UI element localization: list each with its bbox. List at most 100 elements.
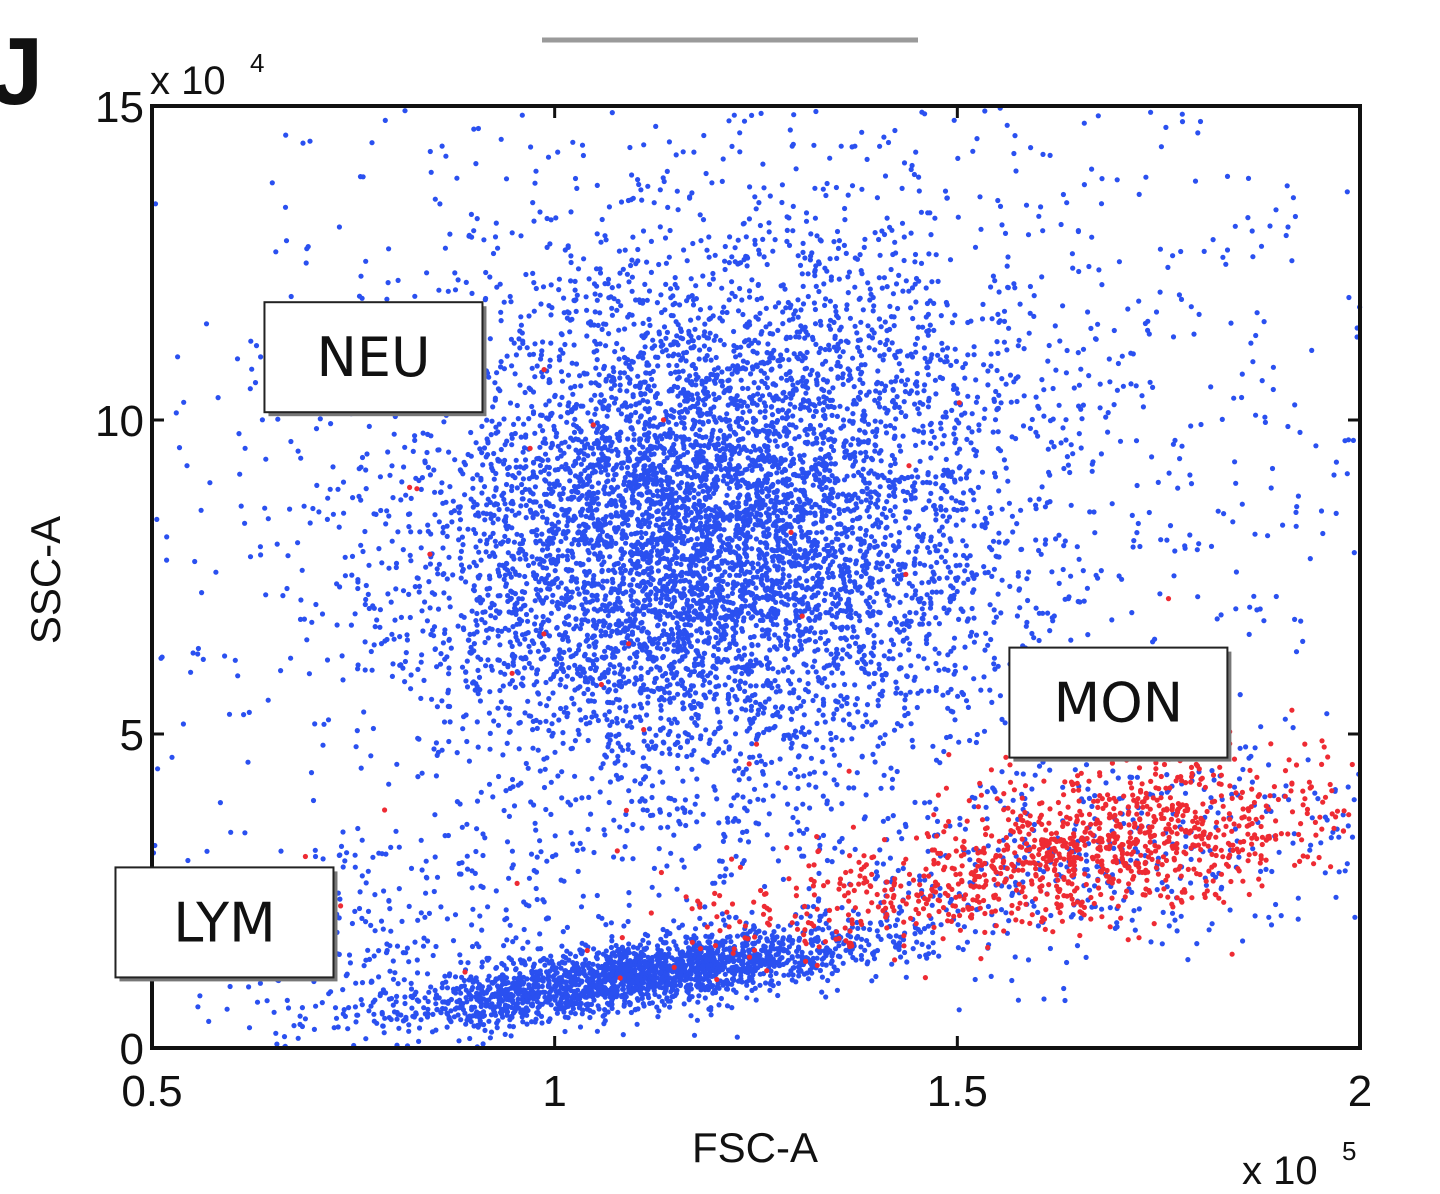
data-point [795, 785, 801, 792]
data-point [630, 493, 636, 499]
data-point [624, 388, 630, 394]
data-point [828, 737, 834, 743]
data-point [526, 476, 532, 482]
data-point [1061, 543, 1067, 549]
data-point [702, 321, 708, 327]
data-point [713, 691, 720, 697]
data-point [816, 678, 822, 684]
data-point [524, 581, 530, 587]
data-point [698, 448, 704, 454]
data-point [849, 496, 855, 502]
data-point [605, 688, 612, 694]
data-point [891, 577, 898, 583]
data-point [887, 648, 893, 654]
data-point [630, 577, 636, 583]
data-point [789, 709, 796, 715]
data-point [621, 354, 628, 361]
data-point [813, 108, 819, 115]
data-point [989, 573, 995, 580]
data-point [635, 516, 641, 523]
data-point [958, 606, 964, 612]
data-point [502, 457, 508, 463]
data-point [670, 293, 676, 299]
data-point [509, 776, 516, 783]
data-point [707, 571, 714, 578]
data-point [601, 365, 607, 372]
data-point [710, 276, 716, 282]
data-point [725, 402, 731, 408]
data-point [424, 618, 430, 624]
data-point [823, 536, 829, 542]
data-point [514, 531, 520, 537]
data-point [616, 327, 622, 333]
data-point [666, 419, 672, 425]
data-point [791, 311, 797, 317]
data-point [873, 565, 879, 571]
data-point [820, 832, 827, 839]
data-point [906, 509, 913, 515]
data-point [802, 255, 808, 261]
data-point [858, 450, 864, 456]
data-point [432, 646, 438, 653]
data-point [564, 523, 570, 529]
data-point [949, 495, 955, 501]
data-point [754, 501, 761, 507]
data-point [927, 799, 933, 805]
data-point [1016, 337, 1022, 343]
data-point [770, 596, 776, 602]
data-point [474, 719, 480, 725]
data-point [881, 387, 888, 394]
data-point [765, 493, 772, 499]
data-point [641, 611, 647, 618]
data-point [653, 587, 660, 593]
data-point [543, 478, 549, 484]
data-point [749, 397, 755, 403]
data-point [733, 853, 739, 859]
data-point [572, 473, 579, 479]
data-point [714, 484, 720, 490]
data-point [540, 619, 546, 625]
data-point [555, 553, 562, 559]
data-point [444, 523, 450, 529]
data-point [639, 534, 645, 541]
data-point [695, 661, 701, 668]
data-point [942, 487, 948, 494]
data-point [588, 811, 594, 817]
data-point [496, 506, 502, 513]
data-point [667, 518, 674, 524]
data-point [658, 703, 664, 709]
data-point [696, 433, 702, 439]
data-point [454, 750, 460, 756]
data-point [661, 506, 667, 512]
data-point [541, 756, 547, 762]
data-point [680, 368, 686, 374]
data-point [628, 582, 634, 588]
data-point [790, 382, 796, 388]
data-point [962, 644, 968, 650]
data-point [763, 570, 769, 576]
data-point [518, 314, 524, 320]
data-point [826, 342, 832, 348]
data-point [690, 444, 697, 450]
data-point [366, 562, 372, 568]
data-point [781, 492, 787, 498]
data-point [844, 302, 850, 308]
data-point [490, 520, 496, 526]
data-point [628, 593, 634, 599]
data-point [855, 469, 862, 475]
data-point [532, 820, 538, 826]
data-point [836, 238, 843, 244]
data-point [661, 458, 667, 465]
data-point [978, 687, 984, 693]
data-point [763, 423, 769, 429]
data-point [523, 271, 529, 278]
data-point [672, 797, 678, 803]
data-point [905, 549, 912, 555]
data-point [674, 555, 680, 561]
data-point [447, 484, 453, 490]
data-point [362, 601, 368, 608]
data-point [1063, 370, 1069, 376]
data-point [675, 639, 681, 645]
data-point [593, 665, 600, 671]
data-point [702, 575, 708, 581]
